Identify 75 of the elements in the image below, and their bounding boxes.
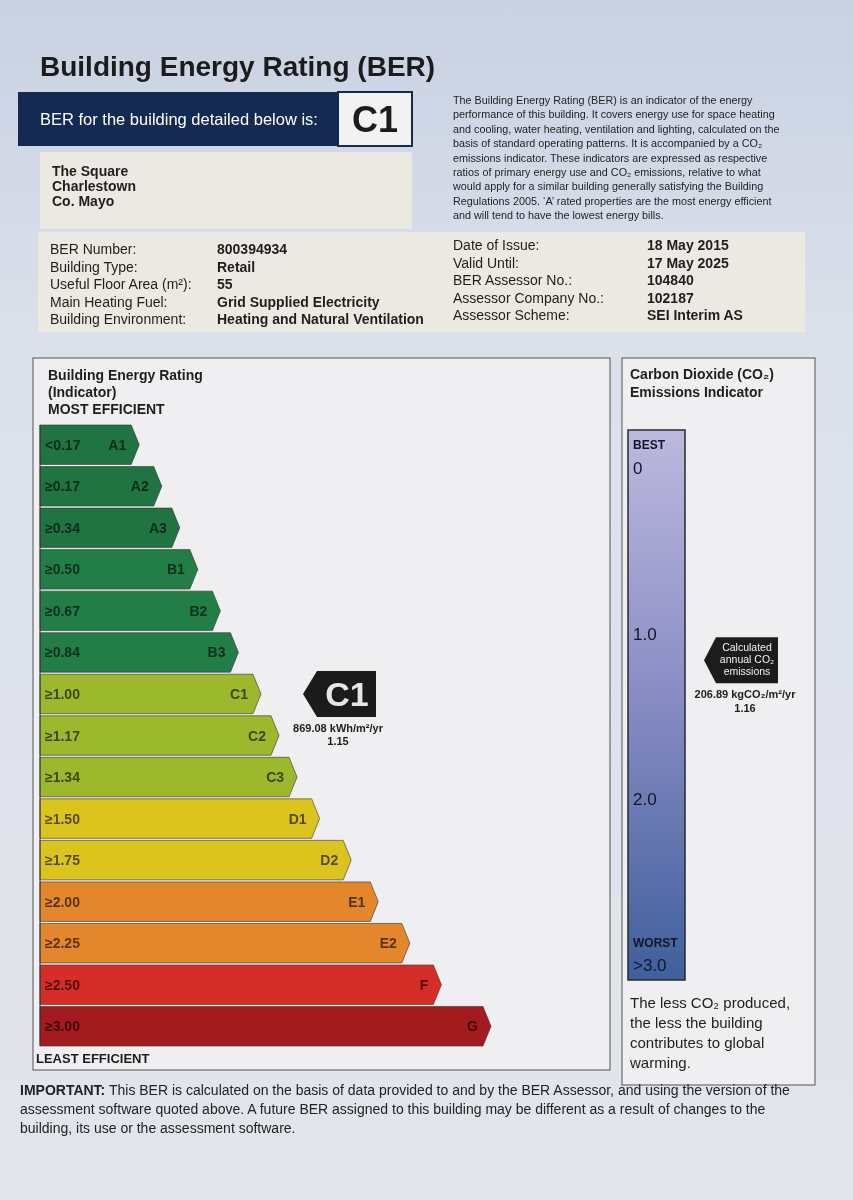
text: Building Environment: [50,311,187,327]
text: 17 May 2025 [647,254,729,271]
text: BER Number: [50,241,137,257]
text: Assessor Company No.: [453,289,604,306]
chart-title: Building Energy Rating (BER) [40,51,436,82]
y-tick-label: ≥2.00 [45,893,81,910]
text: >3.0 [633,955,667,975]
y-tick-label: ≥1.50 [45,810,81,827]
text: The Building Energy Rating (BER) is an indicator of the energy performance of this building. It covers energy use for space heating and cooling, water heating, ventilation and lighting, calculated on the basis of standard operating patterns. It is accompanied by a CO₂ emissions indicator. These indicators are expressed as respective ratios of primary energy use and CO₂ emissions, relative to what would apply for a similar building generally satisfying the Building Regulations 2005. ‘A’ rated properties are the most energy efficient and will tend to have the lowest energy bills. [453,94,780,222]
text: Carbon Dioxide (CO₂) Emissions Indicator [630,366,774,400]
text: BER for the building detailed below is: [40,110,318,128]
text: Co. Mayo [52,193,115,209]
y-tick-label: ≥0.67 [45,602,81,619]
y-tick-label: ≥0.34 [45,519,81,536]
y-tick-label: ≥3.00 [45,1018,81,1035]
text: MOST EFFICIENT [48,401,166,417]
chart-subtitle: Building Energy Rating (Indicator) [48,367,203,400]
text: LEAST EFFICIENT [36,1051,150,1066]
text: Heating and Natural Ventilation [217,311,424,327]
text: 18 May 2015 [647,237,729,253]
text: Grid Supplied Electricity [217,293,380,310]
text: Retail [217,258,256,275]
text: 206.89 kgCO₂/m²/yr [694,688,797,701]
annotation: 1.15 [327,734,349,747]
text: 104840 [647,272,694,288]
annotation: A3 [148,519,168,536]
annotation: C3 [266,769,285,786]
text: 55 [217,276,233,292]
y-tick-label: <0.17 [45,436,81,453]
text: BER Assessor No.: [453,272,573,288]
y-tick-label: ≥2.25 [45,935,81,952]
annotation: C2 [248,727,267,744]
text: 1.0 [633,624,657,644]
text: Useful Floor Area (m²): [50,276,192,292]
annotation: E2 [379,935,398,952]
y-tick-label: ≥0.17 [45,478,81,495]
text: BEST [633,438,666,452]
annotation: B3 [207,644,226,661]
text: 2.0 [633,789,657,809]
y-tick-label: ≥2.50 [45,976,81,993]
annotation: A1 [108,436,127,453]
annotation: F [419,976,429,993]
y-tick-label: ≥1.75 [45,852,81,869]
annotation: A2 [130,478,149,495]
annotation: C1 [325,674,369,713]
y-tick-label: ≥1.00 [45,685,81,702]
data-label: 1.16 [734,702,756,715]
text: 102187 [647,289,694,306]
text: Valid Until: [453,254,519,271]
text: C1 [351,99,399,140]
text: 800394934 [217,241,288,257]
text: Charlestown [52,178,137,194]
annotation: 869.08 kWh/m²/yr [293,721,384,734]
annotation: G [467,1018,479,1035]
annotation: D1 [288,810,307,827]
y-tick-label: ≥1.34 [45,769,81,786]
annotation: E1 [348,893,366,910]
text: SEI Interim AS [647,307,743,323]
text: 0 [633,458,643,478]
text: IMPORTANT: This BER is calculated on the basis of data provided to and by the BER Assessor, and using the version of the assessment software quoted above. A future BER assigned to this building may be different as a result of changes to the building, its use or the assessment software. [20,1082,791,1136]
text: The Square [52,163,129,179]
text: Assessor Scheme: [453,307,570,323]
text: The less CO₂ produced, the less the building contributes to global warming. [629,994,791,1071]
y-tick-label: ≥0.84 [45,644,81,661]
annotation: D2 [320,852,339,869]
text: WORST [633,936,679,950]
text: Main Heating Fuel: [50,293,168,310]
text: Calculated annual CO₂ emissions [719,641,775,678]
annotation: C1 [230,685,249,702]
annotation: B1 [166,561,186,578]
y-tick-label: ≥1.17 [45,727,81,744]
annotation: B2 [189,602,208,619]
y-tick-label: ≥0.50 [45,561,81,578]
text: Building Type: [50,258,138,275]
text: Date of Issue: [453,237,540,253]
